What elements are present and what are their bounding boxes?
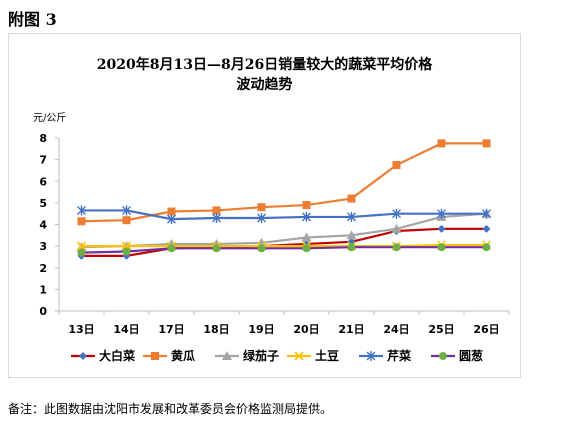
data-point-5 xyxy=(212,213,221,224)
data-point-5 xyxy=(482,208,491,219)
data-point-1 xyxy=(482,224,491,233)
y-tick-label: 2 xyxy=(39,262,47,275)
x-tick-label: 17日 xyxy=(158,323,184,336)
data-point-4 xyxy=(76,241,87,251)
data-point-6 xyxy=(77,248,86,257)
series-line-2 xyxy=(81,142,487,223)
series-line-5 xyxy=(81,209,487,221)
legend-label: 土豆 xyxy=(315,348,339,363)
data-point-2 xyxy=(392,161,401,170)
chart-container: 2020年8月13日—8月26日销量较大的蔬菜平均价格 波动趋势 元/公斤 0 1… xyxy=(8,33,521,378)
legend-label: 圆葱 xyxy=(459,348,483,363)
legend-marker-4 xyxy=(294,351,304,361)
data-point-2 xyxy=(347,194,356,203)
legend-marker-2 xyxy=(151,352,159,360)
data-point-6 xyxy=(302,244,311,253)
data-point-2 xyxy=(212,206,221,215)
data-point-2 xyxy=(302,201,311,210)
y-tick-label: 3 xyxy=(39,240,47,253)
data-point-2 xyxy=(122,216,131,225)
data-point-5 xyxy=(122,205,131,216)
data-point-2 xyxy=(257,203,266,212)
legend-label: 绿茄子 xyxy=(243,348,279,363)
y-tick-label: 1 xyxy=(39,283,47,296)
figure-label: 附图 3 xyxy=(8,10,57,29)
legend-marker-1 xyxy=(79,352,87,360)
footnote: 备注：此图数据由沈阳市发展和改革委员会价格监测局提供。 xyxy=(8,402,333,416)
x-tick-label: 20日 xyxy=(293,323,319,336)
data-point-2 xyxy=(437,139,446,148)
legend-label: 黄瓜 xyxy=(171,348,195,363)
data-point-5 xyxy=(77,205,86,216)
series-line-4 xyxy=(81,243,487,248)
y-tick-label: 7 xyxy=(39,154,47,167)
y-axis-unit: 元/公斤 xyxy=(33,113,67,124)
data-point-6 xyxy=(437,243,446,252)
chart-title-line1: 2020年8月13日—8月26日销量较大的蔬菜平均价格 xyxy=(96,57,433,73)
y-tick-label: 0 xyxy=(39,305,47,318)
series-line-1 xyxy=(81,227,487,257)
legend-label: 芹菜 xyxy=(387,348,411,363)
data-point-3 xyxy=(346,230,357,240)
x-tick-label: 21日 xyxy=(338,323,364,336)
data-point-2 xyxy=(167,207,176,216)
legend-marker-5 xyxy=(366,351,376,361)
data-point-5 xyxy=(302,211,311,222)
data-point-6 xyxy=(392,243,401,252)
legend-label: 大白菜 xyxy=(99,348,135,363)
series-line-6 xyxy=(81,246,487,254)
data-point-6 xyxy=(122,247,131,256)
x-tick-label: 24日 xyxy=(383,323,409,336)
x-tick-label: 25日 xyxy=(428,323,454,336)
y-tick-label: 8 xyxy=(39,132,47,145)
x-tick-label: 14日 xyxy=(113,323,139,336)
data-point-5 xyxy=(347,211,356,222)
data-point-3 xyxy=(301,232,312,242)
x-tick-label: 26日 xyxy=(473,323,499,336)
x-tick-label: 18日 xyxy=(203,323,229,336)
data-point-6 xyxy=(257,244,266,253)
legend-marker-3 xyxy=(222,351,232,360)
x-tick-label: 13日 xyxy=(68,323,94,336)
data-point-6 xyxy=(482,243,491,252)
data-point-2 xyxy=(77,217,86,226)
data-point-5 xyxy=(167,214,176,225)
data-point-6 xyxy=(347,243,356,252)
y-tick-label: 5 xyxy=(39,197,47,210)
data-point-6 xyxy=(212,244,221,253)
data-point-2 xyxy=(482,139,491,148)
line-chart: 0 1 2 3 4 5 6 7 8 13日 14日 17日 18日 19日 20日 21日 24日 25日 26日大… xyxy=(39,132,510,363)
x-tick-label: 19日 xyxy=(248,323,274,336)
legend-marker-6 xyxy=(439,352,447,360)
y-tick-label: 6 xyxy=(39,175,47,188)
data-point-5 xyxy=(392,208,401,219)
y-tick-label: 4 xyxy=(39,219,47,232)
data-point-1 xyxy=(437,224,446,233)
data-point-5 xyxy=(257,213,266,224)
data-point-6 xyxy=(167,244,176,253)
data-point-3 xyxy=(391,223,402,233)
chart-title-line2: 波动趋势 xyxy=(236,77,293,93)
data-point-5 xyxy=(437,208,446,219)
